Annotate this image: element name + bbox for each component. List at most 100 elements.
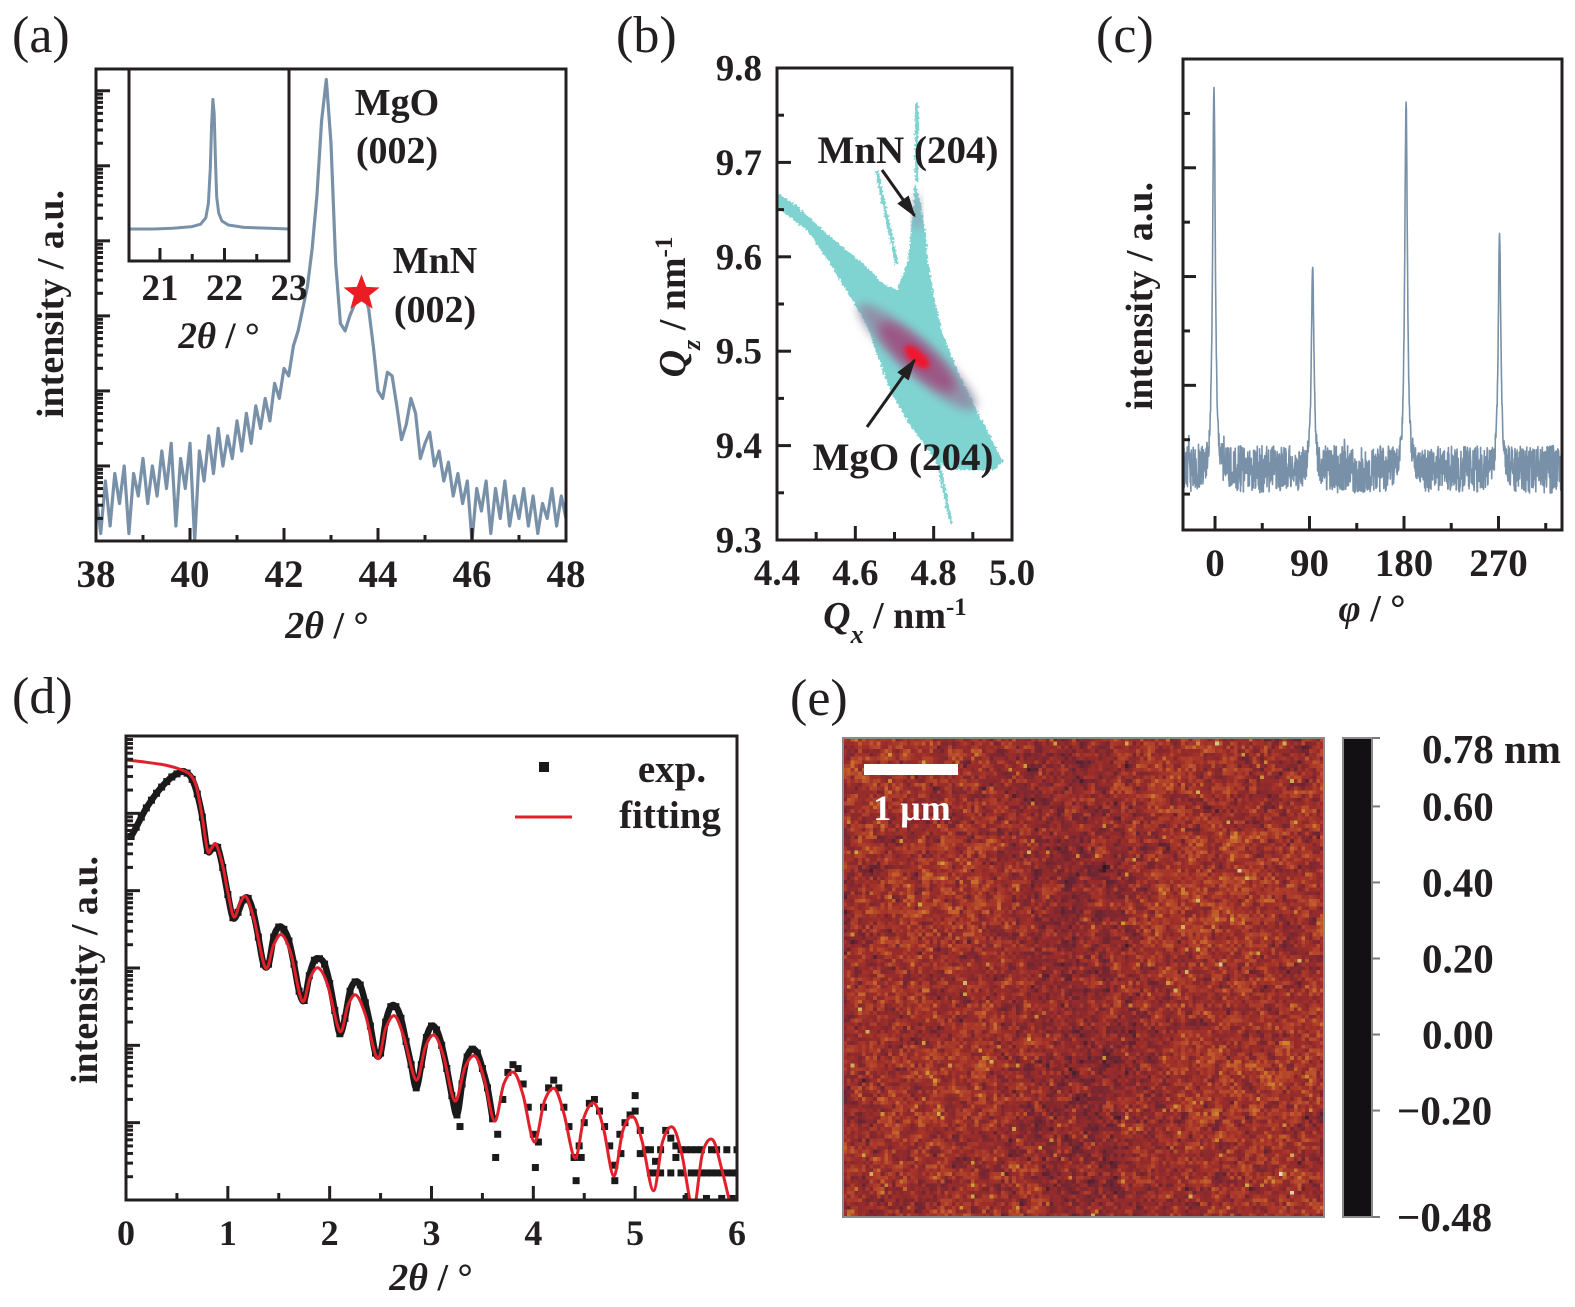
exp-data-point: [713, 1169, 721, 1177]
panel-e: (e) 1 μm 0.78 nm 0.60 0.40 0.20 0.00 −0.20 −0.…: [790, 670, 1561, 1240]
exp-data-point: [326, 979, 334, 987]
x-tick-label: 4.8: [911, 553, 957, 594]
annotation-mnn-002-line1: MnN: [393, 240, 477, 282]
arrow-icon: [865, 358, 916, 428]
exp-data-point: [646, 1169, 654, 1177]
exp-data-point: [305, 972, 313, 980]
exp-data-point: [382, 1018, 390, 1026]
x-tick-label: 180: [1375, 542, 1434, 585]
plot-a: 38 40 42 44 46 48 21 22 23: [77, 67, 586, 596]
x-tick-label: 5: [626, 1213, 644, 1253]
exp-data-point: [456, 1123, 464, 1131]
legend: exp. fitting: [515, 748, 721, 837]
panel-c: (c) 0 90 180 270 intensity / a.u. φ / °: [1096, 7, 1564, 630]
exp-data-point: [336, 1030, 344, 1038]
exp-data-point: [392, 1003, 400, 1011]
exp-data-point: [555, 1084, 563, 1092]
x-axis-subscript: x: [850, 620, 864, 649]
exp-data-point: [270, 933, 278, 941]
exp-data-point: [687, 1146, 695, 1154]
x-tick-label: 5.0: [989, 553, 1035, 594]
exp-data-point: [321, 960, 329, 968]
exp-data-point: [509, 1061, 517, 1069]
exp-data-point: [733, 1146, 737, 1154]
y-tick-label: 9.8: [716, 49, 762, 90]
x-tick-label: 2: [321, 1213, 339, 1253]
exp-data-point: [617, 1150, 625, 1158]
exp-data-point: [153, 789, 161, 797]
y-tick-label: 9.3: [716, 521, 762, 562]
intensity-contour-high: [904, 345, 930, 369]
exp-data-point: [534, 1138, 542, 1146]
scale-bar-label: 1 μm: [873, 788, 950, 828]
exp-data-point: [428, 1022, 435, 1030]
exp-data-point: [275, 923, 283, 931]
exp-data-point: [667, 1169, 675, 1177]
exp-data-point: [667, 1134, 675, 1142]
xrr-data-area: [126, 758, 737, 1200]
exp-data-point: [473, 1049, 481, 1057]
x-tick-label: 48: [547, 553, 586, 596]
annotation-mgo-204: MgO (204): [813, 436, 994, 479]
y-axis-symbol: Q: [652, 350, 694, 377]
afm-image-frame: [842, 737, 1325, 1218]
exp-data-point: [692, 1169, 700, 1177]
streak: [923, 398, 953, 524]
exp-data-point: [132, 823, 140, 831]
panel-label-e: (e): [790, 670, 848, 727]
exp-data-point: [631, 1092, 639, 1100]
x-axis-symbol: Q: [823, 595, 850, 637]
exp-data-point: [672, 1153, 680, 1161]
x-tick-label: 4: [524, 1213, 542, 1253]
y-axis-unit: / nm: [652, 257, 694, 339]
inset-x-axis-unit: / °: [216, 316, 260, 357]
exp-data-point: [611, 1161, 619, 1169]
panel-label-a: (a): [12, 7, 70, 64]
arrow-icon: [880, 169, 916, 218]
exp-data-point: [565, 1123, 573, 1131]
exp-data-point: [315, 955, 323, 963]
x-tick-label: 90: [1290, 542, 1329, 585]
exp-data-point: [708, 1146, 716, 1154]
y-axis-title: intensity / a.u.: [30, 190, 72, 418]
annotation-mgo-002-line2: (002): [356, 130, 438, 172]
x-tick-label: 23: [271, 268, 308, 309]
x-axis-unit: / °: [1361, 588, 1406, 630]
y-tick-label: 9.7: [716, 143, 762, 184]
x-axis-unit: / °: [428, 1257, 473, 1299]
exp-data-point: [463, 1053, 471, 1061]
exp-data-point: [626, 1111, 634, 1119]
exp-data-point: [636, 1150, 644, 1158]
panel-label-c: (c): [1096, 7, 1154, 64]
x-axis-symbol: 2θ: [388, 1257, 428, 1299]
exp-data-point: [519, 1080, 527, 1088]
y-tick-label: 9.4: [716, 426, 762, 467]
colorbar-tick-label: 0.60: [1422, 783, 1494, 829]
exp-data-point: [438, 1041, 446, 1049]
exp-data-point: [646, 1146, 654, 1154]
x-tick-label: 1: [219, 1213, 237, 1253]
exp-data-point: [453, 1111, 461, 1119]
y-axis-subscript: z: [677, 339, 706, 351]
exp-data-point: [550, 1076, 558, 1084]
exp-data-point: [168, 773, 176, 781]
exp-data-point: [672, 1142, 680, 1150]
colorbar-gradient: [1342, 737, 1373, 1218]
x-tick-label: 46: [453, 553, 492, 596]
colorbar-tick-label: −0.48: [1397, 1194, 1492, 1240]
exp-data-point: [687, 1169, 695, 1177]
exp-data-point: [504, 1068, 512, 1076]
annotation-mnn-204: MnN (204): [818, 129, 999, 172]
exp-data-point: [611, 1177, 619, 1185]
exp-data-point: [412, 1084, 420, 1092]
exp-data-point: [601, 1123, 609, 1131]
exp-data-point: [529, 1130, 537, 1138]
plot-frame: [775, 66, 1014, 542]
exp-data-point: [492, 1153, 500, 1161]
x-tick-label: 6: [728, 1213, 746, 1253]
y-axis-superscript: -1: [651, 237, 678, 258]
exp-data-point: [397, 1014, 405, 1022]
annotation-mnn-002-line2: (002): [394, 289, 476, 331]
x-axis-title: φ / °: [1339, 588, 1406, 630]
exp-data-point: [137, 813, 145, 821]
